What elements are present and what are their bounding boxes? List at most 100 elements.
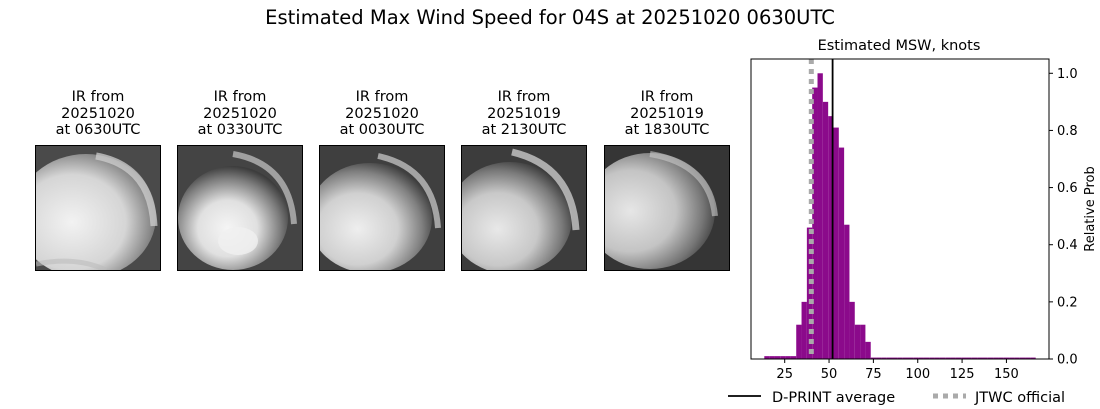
ir-panel-title: IR from 20251020 at 0630UTC <box>28 89 168 139</box>
histogram-bar <box>892 357 898 359</box>
histogram-bar <box>998 357 1004 359</box>
histogram-bar <box>769 356 775 359</box>
histogram-bar <box>977 357 983 359</box>
ir-panel-title-line: IR from <box>640 89 694 105</box>
ir-panel-title-line: 20251020 <box>61 105 135 122</box>
ir-panel-title-line: at 0630UTC <box>55 122 141 138</box>
figure-title: Estimated Max Wind Speed for 04S at 2025… <box>265 6 835 29</box>
histogram-bar <box>939 357 946 359</box>
y-tick-label: 0.0 <box>1057 353 1078 368</box>
y-tick-label: 0.2 <box>1057 295 1078 310</box>
ir-panel-title-line: at 2130UTC <box>481 122 567 138</box>
histogram-bar <box>833 127 839 359</box>
histogram-bar <box>865 341 871 359</box>
y-tick-label: 0.4 <box>1057 238 1078 253</box>
histogram-bar <box>774 356 781 359</box>
histogram-bar <box>828 116 834 360</box>
histogram-bar <box>886 357 893 359</box>
histogram-bar <box>934 357 940 359</box>
histogram-bar <box>1014 357 1020 359</box>
histogram-bar <box>923 357 930 359</box>
histogram-bar <box>993 357 999 359</box>
ir-satellite-image <box>319 144 445 271</box>
histogram-bar <box>849 301 855 359</box>
ir-panel-title-line: at 1830UTC <box>624 122 710 138</box>
x-tick-label: 150 <box>994 367 1019 382</box>
ir-satellite-image <box>461 144 587 271</box>
x-tick-label: 50 <box>821 367 838 382</box>
ir-panel-title-line: IR from <box>213 89 267 105</box>
histogram-bar <box>897 357 903 359</box>
ir-panel-title-line: at 0330UTC <box>197 122 283 138</box>
histogram-bar <box>812 87 818 360</box>
histogram-bar <box>780 356 786 359</box>
legend-label: JTWC official <box>974 390 1065 406</box>
histogram-bar <box>902 357 908 359</box>
histogram-bar <box>870 357 877 359</box>
ir-panel-title-line: 20251020 <box>203 105 277 122</box>
x-tick-label: 125 <box>950 367 975 382</box>
histogram-bar <box>764 356 770 359</box>
x-tick-label: 100 <box>905 367 930 382</box>
ir-panel: IR from 20251020 at 0330UTC <box>170 89 310 271</box>
histogram-bar <box>971 357 978 359</box>
histogram-bar <box>790 356 797 359</box>
ir-panel-title: IR from 20251020 at 0330UTC <box>170 89 310 139</box>
ir-panel: IR from 20251019 at 1830UTC <box>597 89 737 271</box>
histogram-bar <box>929 357 935 359</box>
ir-panel-title-line: IR from <box>71 89 125 105</box>
y-tick-label: 0.6 <box>1057 181 1078 196</box>
ir-panel-title-line: IR from <box>497 89 551 105</box>
y-axis-label: Relative Prob <box>1083 166 1098 251</box>
ir-panel-title-line: 20251020 <box>345 105 419 122</box>
histogram-bar <box>844 224 850 359</box>
ir-panel-title-line: 20251019 <box>487 105 561 122</box>
histogram-bar <box>966 357 972 359</box>
histogram-bar <box>860 324 866 359</box>
histogram-bar <box>1009 357 1015 359</box>
chart-legend: D-PRINT average JTWC official <box>728 390 1065 406</box>
histogram-bar <box>907 357 914 359</box>
ir-panel: IR from 20251020 at 0030UTC <box>312 89 452 271</box>
y-tick-label: 0.8 <box>1057 124 1078 139</box>
histogram-bar <box>918 357 924 359</box>
x-tick-label: 75 <box>865 367 882 382</box>
ir-panel-title-line: 20251019 <box>630 105 704 122</box>
y-tick-label: 1.0 <box>1057 67 1078 82</box>
chart-title: Estimated MSW, knots <box>818 38 981 54</box>
histogram-bar <box>987 357 994 359</box>
histogram-bar <box>817 73 823 360</box>
histogram-bar <box>1003 357 1010 359</box>
histogram-bar <box>945 357 951 359</box>
histogram-bar <box>1019 357 1026 359</box>
ir-panel-title-line: at 0030UTC <box>339 122 425 138</box>
histogram-bar <box>881 357 887 359</box>
ir-panel: IR from 20251019 at 2130UTC <box>454 89 594 271</box>
ir-panel-title: IR from 20251020 at 0030UTC <box>312 89 452 139</box>
histogram-bar <box>801 301 807 359</box>
histogram-bar <box>796 324 802 359</box>
legend-label: D-PRINT average <box>772 390 895 406</box>
ir-satellite-image <box>177 144 303 271</box>
ir-satellite-image <box>604 144 730 271</box>
histogram-bar <box>838 147 845 359</box>
ir-satellite-image <box>35 144 161 271</box>
histogram-bar <box>1030 357 1036 359</box>
histogram-bar <box>982 357 988 359</box>
x-tick-label: 25 <box>776 367 793 382</box>
ir-panel-title: IR from 20251019 at 1830UTC <box>597 89 737 139</box>
ir-panel: IR from 20251020 at 0630UTC <box>28 89 168 271</box>
plot-frame <box>750 58 1050 360</box>
histogram-bar <box>955 357 962 359</box>
histogram-bar <box>950 357 956 359</box>
histogram-bar <box>854 324 861 359</box>
histogram-bar <box>876 357 882 359</box>
histogram-bar <box>1025 357 1031 359</box>
histogram-bar <box>822 101 829 359</box>
ir-panel-title: IR from 20251019 at 2130UTC <box>454 89 594 139</box>
histogram-bar <box>785 356 791 359</box>
histogram-bar <box>913 357 919 359</box>
histogram-bar <box>961 357 967 359</box>
ir-panel-title-line: IR from <box>355 89 409 105</box>
